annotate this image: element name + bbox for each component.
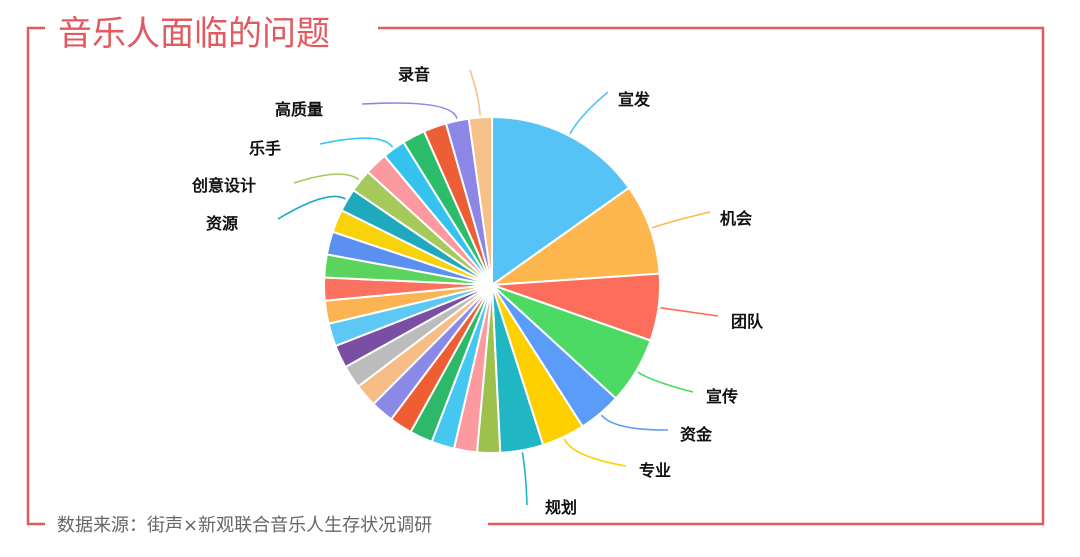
leader-line-规划	[521, 452, 528, 506]
leader-line-高质量	[361, 102, 458, 119]
pie-slices	[323, 115, 661, 454]
chart-title: 音乐人面临的问题	[58, 14, 330, 54]
slice-label-宣发: 宣发	[618, 90, 651, 109]
slice-label-规划: 规划	[545, 498, 577, 517]
slice-label-创意设计: 创意设计	[191, 176, 256, 195]
data-source-note: 数据来源：街声×新观联合音乐人生存状况调研	[57, 515, 432, 536]
leader-line-资金	[600, 414, 669, 431]
pie-slice-宣发	[491, 115, 631, 287]
chart-frame	[26, 26, 1045, 526]
pie-slice-机会	[488, 186, 661, 287]
leader-line-录音	[469, 69, 481, 116]
leader-line-机会	[651, 211, 711, 229]
slice-label-资金: 资金	[680, 425, 713, 444]
slice-label-团队: 团队	[731, 312, 764, 331]
slice-label-专业: 专业	[639, 461, 671, 480]
leader-line-专业	[563, 438, 627, 467]
slice-label-高质量: 高质量	[275, 100, 323, 119]
pie-slice-录音	[467, 115, 493, 286]
leader-line-资源	[277, 195, 346, 220]
leader-line-宣发	[569, 91, 609, 135]
leader-line-宣传	[637, 371, 694, 393]
slice-label-宣传: 宣传	[706, 387, 738, 406]
slice-label-乐手: 乐手	[249, 139, 281, 158]
leader-lines	[277, 69, 719, 506]
leader-line-创意设计	[293, 173, 360, 184]
slice-label-资源: 资源	[206, 214, 238, 233]
leader-line-团队	[660, 307, 719, 317]
slice-label-录音: 录音	[398, 65, 430, 84]
leader-line-乐手	[319, 137, 394, 148]
slice-label-机会: 机会	[720, 209, 752, 228]
